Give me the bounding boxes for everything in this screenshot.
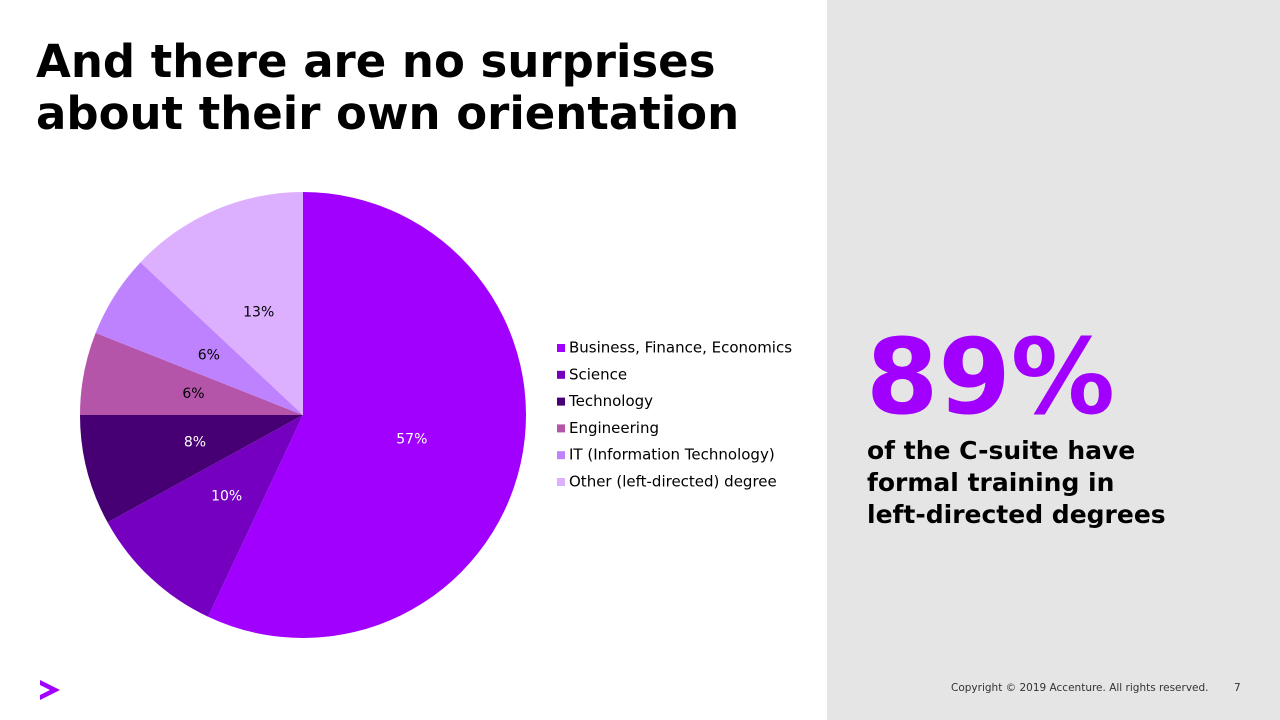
pie-slice xyxy=(208,192,527,638)
legend-label: Other (left-directed) degree xyxy=(569,473,777,491)
slice-label: 8% xyxy=(184,435,206,451)
pie-slice xyxy=(140,192,303,415)
legend-label: IT (Information Technology) xyxy=(569,446,775,464)
page-number: 7 xyxy=(1234,682,1241,694)
legend-swatch xyxy=(557,397,565,406)
logo xyxy=(40,680,60,700)
slice-label: 6% xyxy=(198,347,220,363)
pie-slice xyxy=(80,415,303,523)
slice-label: 57% xyxy=(396,431,427,447)
legend-swatch xyxy=(557,370,565,379)
title-line: about their own orientation xyxy=(36,87,739,140)
side-panel xyxy=(827,0,1280,720)
stat-caption: formal training in xyxy=(867,468,1114,497)
title-line: And there are no surprises xyxy=(36,35,715,88)
legend-swatch xyxy=(557,344,565,352)
pie-slice xyxy=(80,332,303,415)
slice-label: 10% xyxy=(211,488,242,504)
pie-slice xyxy=(107,415,303,617)
stat-caption: of the C-suite have xyxy=(867,436,1135,465)
legend-swatch xyxy=(557,451,565,460)
slice-label: 13% xyxy=(243,305,274,321)
legend-label: Technology xyxy=(568,392,653,410)
stat-caption: left-directed degrees xyxy=(867,500,1166,529)
slice-label: 6% xyxy=(182,386,204,402)
legend-label: Engineering xyxy=(569,419,659,437)
copyright: Copyright © 2019 Accenture. All rights r… xyxy=(951,682,1209,694)
pie-slice xyxy=(95,262,303,415)
legend-label: Business, Finance, Economics xyxy=(569,339,792,357)
stat: 89% xyxy=(866,316,1115,438)
legend-swatch xyxy=(557,424,565,433)
legend-label: Science xyxy=(569,365,627,383)
legend-swatch xyxy=(557,478,565,486)
